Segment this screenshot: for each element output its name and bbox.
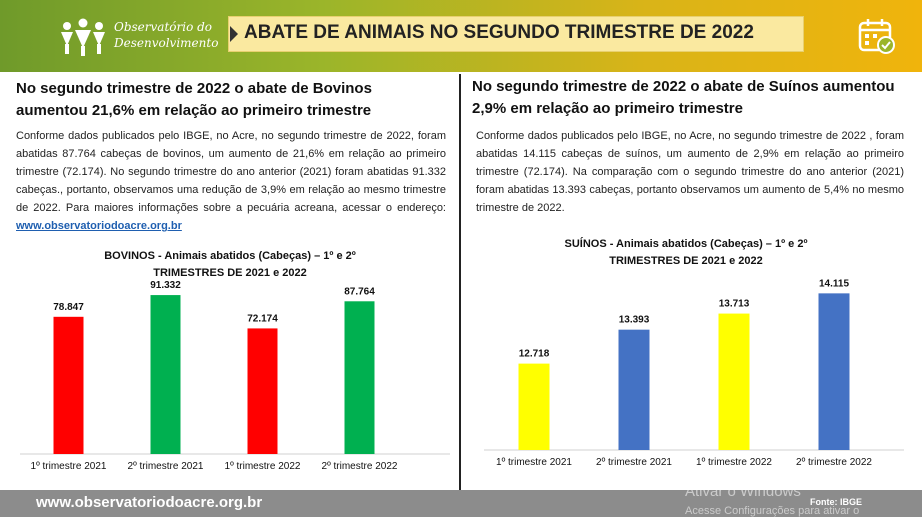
bovinos-bar bbox=[247, 328, 278, 454]
suinos-data-label: 13.713 bbox=[719, 299, 750, 310]
suinos-category-label: 2º trimestre 2022 bbox=[796, 457, 872, 468]
suinos-chart-title: SUÍNOS - Animais abatidos (Cabeças) – 1º… bbox=[516, 236, 856, 270]
suinos-chart: 12.718 1º trimestre 2021 13.393 2º trimestr… bbox=[484, 278, 904, 468]
bovinos-bar bbox=[53, 316, 84, 454]
bovinos-paragraph-text: Conforme dados publicados pelo IBGE, no … bbox=[16, 130, 446, 214]
suinos-category-label: 1º trimestre 2022 bbox=[696, 457, 772, 468]
calendar-check-icon bbox=[858, 19, 895, 54]
column-divider bbox=[459, 74, 461, 490]
bovinos-chart-title-line1: BOVINOS - Animais abatidos (Cabeças) – 1… bbox=[104, 250, 356, 262]
bovinos-heading: No segundo trimestre de 2022 o abate de … bbox=[16, 80, 372, 119]
page-title: ABATE DE ANIMAIS NO SEGUNDO TRIMESTRE DE… bbox=[244, 22, 754, 43]
bovinos-bar bbox=[344, 301, 375, 454]
bovinos-category-label: 2º trimestre 2021 bbox=[128, 461, 204, 472]
bovinos-data-label: 78.847 bbox=[53, 302, 84, 313]
suinos-heading: No segundo trimestre de 2022 o abate de … bbox=[472, 78, 895, 117]
suinos-data-label: 13.393 bbox=[619, 315, 650, 326]
bovinos-category-label: 2º trimestre 2022 bbox=[322, 461, 398, 472]
title-box bbox=[228, 16, 804, 52]
logo bbox=[58, 18, 218, 58]
suinos-data-label: 14.115 bbox=[819, 278, 849, 289]
bovinos-data-label: 87.764 bbox=[344, 286, 375, 297]
suinos-bar bbox=[718, 313, 750, 450]
suinos-chart-title-line1: SUÍNOS - Animais abatidos (Cabeças) – 1º… bbox=[564, 238, 808, 250]
windows-watermark-line1: Ativar o Windows bbox=[685, 483, 801, 500]
bovinos-paragraph: Conforme dados publicados pelo IBGE, no … bbox=[16, 127, 446, 235]
suinos-data-label: 12.718 bbox=[519, 349, 550, 360]
observatorio-link[interactable]: www.observatoriodoacre.org.br bbox=[16, 220, 182, 232]
suinos-paragraph: Conforme dados publicados pelo IBGE, no … bbox=[476, 130, 904, 214]
footer-url[interactable]: www.observatoriodoacre.org.br bbox=[36, 494, 263, 511]
suinos-chart-title-line2: TRIMESTRES DE 2021 e 2022 bbox=[609, 255, 763, 267]
bovinos-chart-title: BOVINOS - Animais abatidos (Cabeças) – 1… bbox=[60, 248, 400, 282]
source-label: Fonte: IBGE bbox=[810, 497, 862, 507]
bovinos-data-label: 91.332 bbox=[150, 280, 181, 291]
title-arrow-icon bbox=[230, 26, 238, 42]
suinos-bar bbox=[818, 293, 850, 450]
windows-watermark-line2: Acesse Configurações para ativar o bbox=[685, 505, 860, 517]
suinos-category-label: 1º trimestre 2021 bbox=[496, 457, 572, 468]
logo-text-line2: Desenvolvimento bbox=[114, 36, 219, 50]
suinos-bar bbox=[618, 329, 650, 450]
suinos-bar bbox=[518, 363, 550, 450]
logo-people-icon bbox=[61, 18, 105, 56]
bovinos-category-label: 1º trimestre 2022 bbox=[225, 461, 301, 472]
footer-bar bbox=[0, 490, 922, 517]
bovinos-chart-title-line2: TRIMESTRES DE 2021 e 2022 bbox=[153, 267, 307, 279]
bovinos-chart: 78.847 1º trimestre 2021 91.332 2º trimestr… bbox=[20, 280, 450, 472]
logo-text-line1: Observatório do bbox=[114, 20, 213, 34]
bovinos-bar bbox=[150, 295, 181, 454]
bovinos-category-label: 1º trimestre 2021 bbox=[31, 461, 107, 472]
bovinos-data-label: 72.174 bbox=[247, 313, 278, 324]
suinos-category-label: 2º trimestre 2021 bbox=[596, 457, 672, 468]
